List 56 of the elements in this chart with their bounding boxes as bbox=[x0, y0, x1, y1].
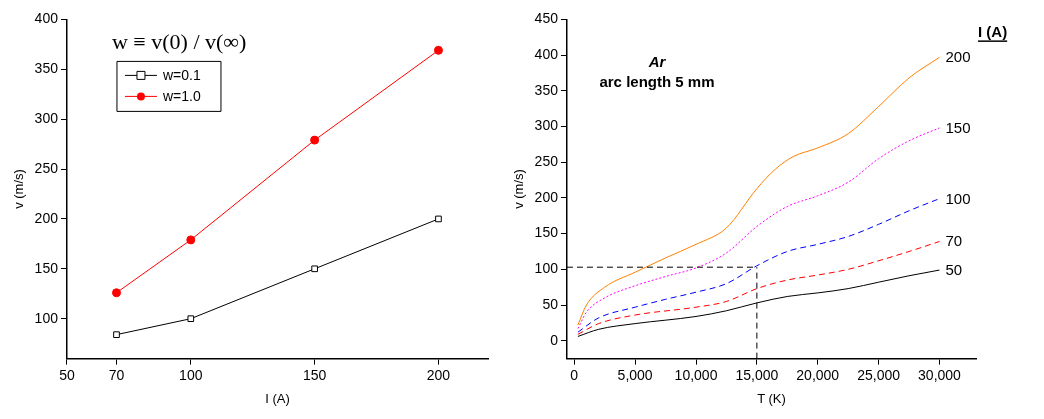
y-tick-label: 300 bbox=[534, 117, 559, 134]
y-tick-label: 150 bbox=[34, 259, 59, 276]
y-tick-label: 100 bbox=[34, 309, 59, 326]
y-tick-label: 150 bbox=[534, 224, 559, 241]
y-tick-label: 350 bbox=[534, 81, 559, 98]
x-tick-label: 50 bbox=[59, 366, 75, 383]
y-axis-title: v (m/s) bbox=[11, 169, 27, 209]
series-label: 100 bbox=[945, 189, 971, 207]
x-tick-label: 5,000 bbox=[617, 366, 653, 383]
point bbox=[435, 215, 442, 223]
line-series bbox=[577, 56, 940, 326]
line-series bbox=[577, 127, 940, 330]
line-series bbox=[577, 198, 940, 333]
annotation: Ar bbox=[647, 53, 667, 71]
x-tick-label: 70 bbox=[108, 366, 125, 383]
x-tick-label: 100 bbox=[179, 366, 203, 383]
y-tick-label: 400 bbox=[34, 10, 59, 27]
y-tick-label: 200 bbox=[34, 209, 59, 226]
x-axis-title: T (K) bbox=[757, 390, 786, 406]
y-tick-label: 0 bbox=[550, 331, 559, 348]
x-tick-label: 200 bbox=[426, 366, 451, 383]
y-tick-label: 200 bbox=[534, 188, 559, 205]
x-tick-label: 10,000 bbox=[674, 366, 718, 383]
point bbox=[111, 288, 121, 298]
x-tick-label: 25,000 bbox=[857, 366, 901, 383]
x-tick-label: 30,000 bbox=[918, 366, 962, 383]
x-tick-label: 15,000 bbox=[735, 366, 779, 383]
legend-title: w ≡ v(0) / v(∞) bbox=[111, 29, 247, 55]
series-label: 200 bbox=[945, 48, 971, 66]
y-tick-label: 100 bbox=[534, 260, 559, 277]
y-tick-label: 450 bbox=[534, 10, 559, 27]
point bbox=[311, 265, 318, 273]
series-label: 70 bbox=[945, 232, 963, 250]
y-tick-label: 350 bbox=[34, 60, 59, 77]
x-tick-label: 0 bbox=[570, 366, 579, 383]
point bbox=[113, 331, 120, 338]
y-tick-label: 250 bbox=[534, 153, 559, 170]
y-tick-label: 250 bbox=[34, 159, 59, 176]
point bbox=[433, 45, 443, 55]
y-axis-title: v (m/s) bbox=[511, 169, 527, 209]
point bbox=[187, 315, 195, 323]
legend-title: I (A) bbox=[978, 23, 1008, 41]
line-series bbox=[577, 240, 940, 335]
y-tick-label: 300 bbox=[34, 110, 59, 127]
series-label: 50 bbox=[945, 261, 963, 279]
legend-label: w=1.0 bbox=[161, 88, 201, 105]
point bbox=[310, 135, 320, 145]
x-axis-title: I (A) bbox=[265, 390, 290, 406]
series-label: 150 bbox=[945, 118, 971, 136]
point bbox=[186, 235, 196, 245]
x-tick-label: 20,000 bbox=[796, 366, 840, 383]
legend-label: w=0.1 bbox=[161, 67, 201, 84]
x-tick-label: 150 bbox=[302, 366, 327, 383]
y-tick-label: 50 bbox=[542, 295, 559, 312]
y-tick-label: 400 bbox=[534, 45, 559, 62]
annotation: arc length 5 mm bbox=[599, 73, 715, 91]
